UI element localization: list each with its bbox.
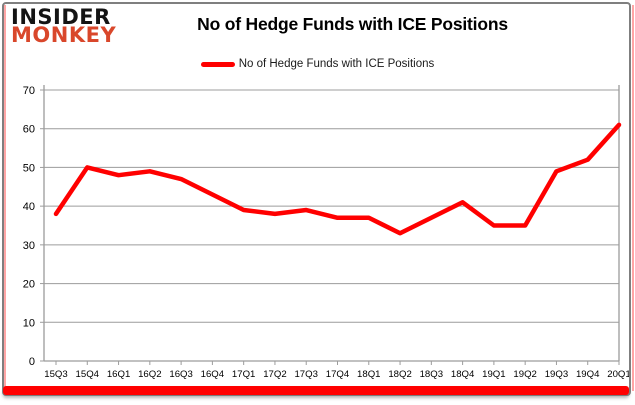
x-axis-tick-label: 15Q4: [76, 369, 100, 380]
legend-label: No of Hedge Funds with ICE Positions: [238, 58, 435, 70]
x-axis-tick-label: 16Q3: [169, 369, 192, 380]
logo-line-monkey: MONKEY: [11, 22, 117, 47]
x-axis-tick-label: 17Q4: [326, 369, 350, 380]
x-axis-tick-label: 19Q3: [545, 369, 568, 380]
y-axis-tick-label: 20: [23, 279, 35, 291]
y-axis-tick-label: 0: [29, 356, 35, 368]
x-axis-tick-label: 16Q1: [107, 369, 130, 380]
insider-monkey-logo: INSIDER MONKEY: [11, 5, 117, 47]
x-axis-tick-label: 16Q4: [201, 369, 225, 380]
card-bottom-red-bar: [3, 386, 629, 395]
y-axis-tick-label: 40: [23, 201, 35, 213]
x-axis-tick-label: 17Q1: [232, 369, 255, 380]
x-axis-tick-label: 18Q1: [357, 369, 380, 380]
y-axis-tick-label: 10: [23, 317, 35, 329]
y-axis-tick-label: 60: [23, 124, 35, 136]
chart-title: No of Hedge Funds with ICE Positions: [197, 14, 508, 34]
x-axis-tick-label: 16Q2: [138, 369, 161, 380]
x-axis-tick-label: 15Q3: [44, 369, 67, 380]
legend-line-swatch: [200, 61, 235, 67]
y-axis-tick-label: 50: [23, 162, 35, 174]
x-axis-tick-label: 19Q1: [482, 369, 505, 380]
series-line: [53, 122, 622, 236]
y-axis-tick-label: 30: [23, 240, 35, 252]
x-axis-tick-label: 17Q2: [263, 369, 286, 380]
chart-legend: No of Hedge Funds with ICE Positions: [0, 56, 635, 72]
x-axis-tick-label: 18Q2: [388, 369, 411, 380]
x-axis-tick-label: 17Q3: [294, 369, 317, 380]
x-axis-tick-label: 20Q1: [607, 369, 630, 380]
x-axis-tick-label: 19Q2: [513, 369, 536, 380]
y-axis-tick-label: 70: [23, 85, 35, 97]
x-axis-tick-label: 18Q4: [451, 369, 475, 380]
logo-line-insider: INSIDER: [11, 5, 111, 29]
x-axis-tick-label: 19Q4: [576, 369, 600, 380]
x-axis-tick-label: 18Q3: [420, 369, 443, 380]
